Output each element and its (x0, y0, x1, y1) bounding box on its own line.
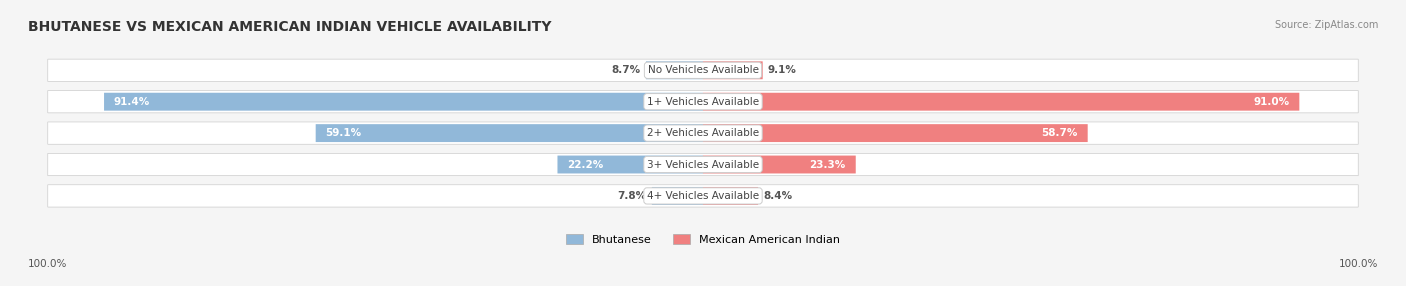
Legend: Bhutanese, Mexican American Indian: Bhutanese, Mexican American Indian (561, 230, 845, 249)
Text: 58.7%: 58.7% (1042, 128, 1078, 138)
Text: 91.4%: 91.4% (114, 97, 150, 107)
FancyBboxPatch shape (48, 153, 1358, 176)
FancyBboxPatch shape (316, 124, 703, 142)
FancyBboxPatch shape (48, 185, 1358, 207)
FancyBboxPatch shape (48, 59, 1358, 82)
Text: No Vehicles Available: No Vehicles Available (648, 65, 758, 75)
FancyBboxPatch shape (652, 187, 703, 205)
FancyBboxPatch shape (703, 61, 762, 79)
Text: 4+ Vehicles Available: 4+ Vehicles Available (647, 191, 759, 201)
Text: 7.8%: 7.8% (617, 191, 647, 201)
FancyBboxPatch shape (645, 61, 703, 79)
Text: 3+ Vehicles Available: 3+ Vehicles Available (647, 160, 759, 170)
FancyBboxPatch shape (48, 122, 1358, 144)
FancyBboxPatch shape (48, 91, 1358, 113)
Text: 1+ Vehicles Available: 1+ Vehicles Available (647, 97, 759, 107)
Text: 8.4%: 8.4% (763, 191, 793, 201)
FancyBboxPatch shape (703, 156, 856, 174)
Text: 9.1%: 9.1% (768, 65, 797, 75)
Text: 91.0%: 91.0% (1253, 97, 1289, 107)
Text: 8.7%: 8.7% (612, 65, 641, 75)
Text: 22.2%: 22.2% (568, 160, 603, 170)
Text: 23.3%: 23.3% (810, 160, 846, 170)
FancyBboxPatch shape (557, 156, 703, 174)
FancyBboxPatch shape (703, 187, 758, 205)
FancyBboxPatch shape (703, 124, 1088, 142)
FancyBboxPatch shape (703, 93, 1299, 111)
Text: BHUTANESE VS MEXICAN AMERICAN INDIAN VEHICLE AVAILABILITY: BHUTANESE VS MEXICAN AMERICAN INDIAN VEH… (28, 20, 551, 34)
Text: 100.0%: 100.0% (1339, 259, 1378, 269)
Text: 59.1%: 59.1% (326, 128, 361, 138)
Text: 2+ Vehicles Available: 2+ Vehicles Available (647, 128, 759, 138)
Text: Source: ZipAtlas.com: Source: ZipAtlas.com (1274, 20, 1378, 30)
FancyBboxPatch shape (104, 93, 703, 111)
Text: 100.0%: 100.0% (28, 259, 67, 269)
